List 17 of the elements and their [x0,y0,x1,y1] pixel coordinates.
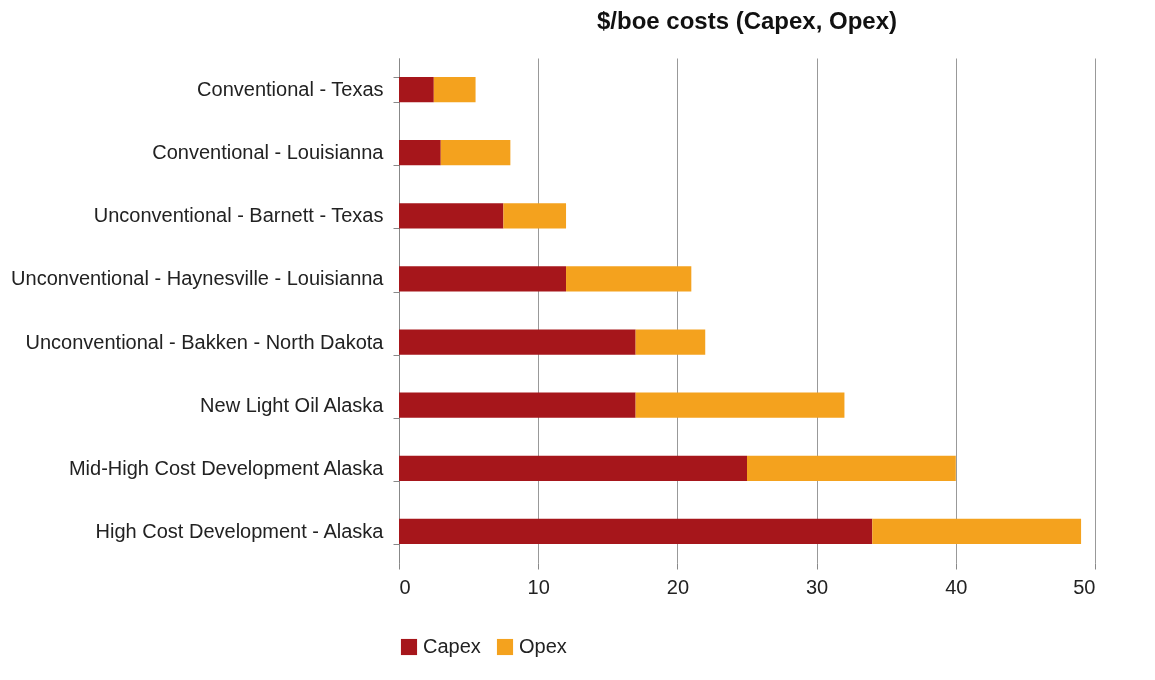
y-tick-label: Unconventional - Haynesville - Louisianna [11,267,385,290]
x-tick-label: 20 [666,575,690,598]
legend-label: Opex [519,635,567,657]
y-tick-label: Mid-High Cost Development Alaska [68,456,385,479]
x-tick-label: 40 [945,575,968,598]
y-tick-label: High Cost Development - Alaska [95,519,385,542]
y-tick-label: Conventional - Texas [197,78,384,101]
x-tick-label: 50 [1073,575,1096,598]
x-tick-label: 0 [399,575,411,598]
y-tick-label: New Light Oil Alaska [200,393,385,416]
legend-label: Capex [423,635,481,657]
chart-title: $/boe costs (Capex, Opex) [596,7,898,34]
y-tick-label: Conventional - Louisianna [152,141,385,164]
x-tick-label: 30 [805,575,829,598]
y-tick-label: Unconventional - Barnett - Texas [93,204,384,227]
y-tick-label: Unconventional - Bakken - North Dakota [25,330,385,353]
x-tick-label: 10 [527,575,550,598]
